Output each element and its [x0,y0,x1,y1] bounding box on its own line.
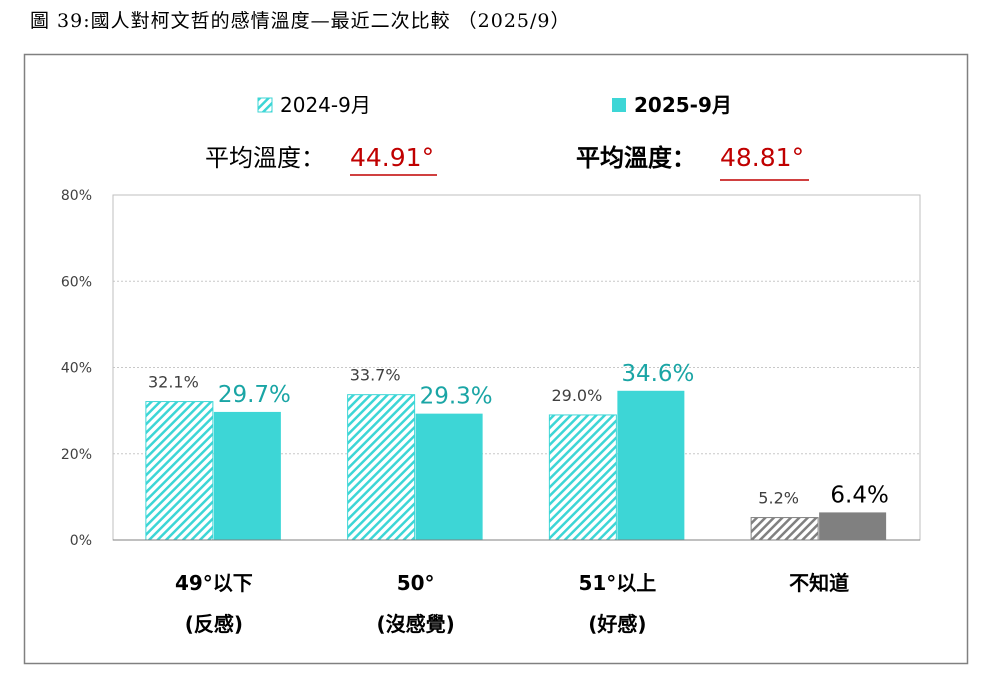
average-value: 48.81° [720,143,804,172]
average-value: 44.91° [350,143,434,172]
bar-2024 [750,517,819,541]
bar-2024 [145,401,214,541]
data-label-2025: 34.6% [621,361,694,387]
data-label-2025: 29.3% [420,384,493,410]
category-label: 不知道 [789,571,849,595]
category-label: (好感) [588,612,646,636]
legend-swatch-2024 [257,97,273,113]
bar-2025 [415,413,483,540]
category-label: 50° [397,571,435,595]
bar-2024 [548,414,617,541]
data-label-2025: 6.4% [830,482,888,508]
y-tick-label: 20% [61,447,92,463]
data-label-2024: 32.1% [148,373,199,392]
legend-swatch-2025 [612,98,626,112]
bar-2025 [213,411,281,540]
bar-2025 [819,512,887,540]
average-label: 平均溫度： [576,144,696,172]
data-label-2024: 33.7% [350,366,401,385]
y-tick-label: 60% [61,274,92,290]
category-label: 49°以下 [175,571,253,595]
figure-title: 圖 39:國人對柯文哲的感情溫度—最近二次比較 （2025/9） [30,10,571,32]
y-tick-label: 40% [61,361,92,377]
bar-2025 [617,390,685,540]
category-label: (沒感覺) [376,612,454,636]
data-label-2024: 5.2% [758,489,799,508]
bar-2024 [347,394,416,541]
chart-frame [23,53,969,665]
y-tick-label: 0% [70,533,92,549]
category-label: (反感) [185,612,243,636]
data-label-2024: 29.0% [551,386,602,405]
y-tick-label: 80% [61,188,92,204]
data-label-2025: 29.7% [218,382,291,408]
legend-label: 2024-9月 [280,93,371,117]
average-label: 平均溫度： [205,144,325,172]
legend-label: 2025-9月 [634,93,732,117]
category-label: 51°以上 [578,571,656,595]
